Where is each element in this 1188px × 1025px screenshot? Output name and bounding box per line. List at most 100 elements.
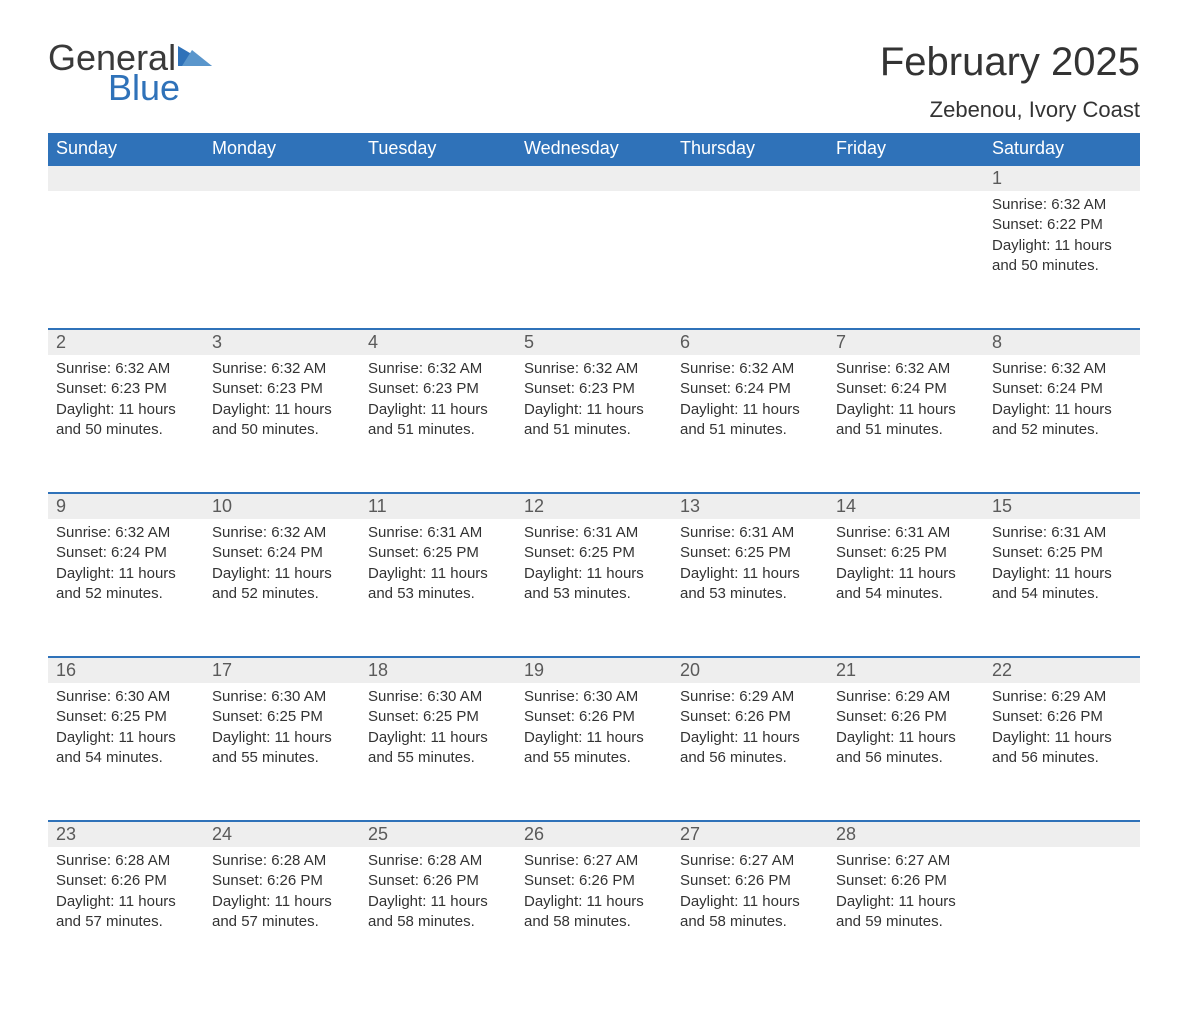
day-detail-cell <box>204 191 360 329</box>
day-number-cell <box>204 165 360 191</box>
page-title: February 2025 <box>880 40 1140 85</box>
day-number <box>48 166 204 191</box>
day-detail: Sunrise: 6:29 AMSunset: 6:26 PMDaylight:… <box>828 683 984 782</box>
day-detail-cell: Sunrise: 6:28 AMSunset: 6:26 PMDaylight:… <box>360 847 516 985</box>
day-number: 16 <box>48 658 204 683</box>
day-detail-cell: Sunrise: 6:29 AMSunset: 6:26 PMDaylight:… <box>672 683 828 821</box>
day-header: Sunday <box>48 133 204 165</box>
day-number-cell: 27 <box>672 821 828 847</box>
day-detail: Sunrise: 6:27 AMSunset: 6:26 PMDaylight:… <box>516 847 672 946</box>
day-number-cell: 20 <box>672 657 828 683</box>
day-detail: Sunrise: 6:30 AMSunset: 6:25 PMDaylight:… <box>48 683 204 782</box>
day-detail: Sunrise: 6:32 AMSunset: 6:24 PMDaylight:… <box>672 355 828 454</box>
day-number-cell <box>984 821 1140 847</box>
day-detail-cell <box>360 191 516 329</box>
day-detail-cell: Sunrise: 6:32 AMSunset: 6:23 PMDaylight:… <box>360 355 516 493</box>
calendar-detail-row: Sunrise: 6:32 AMSunset: 6:24 PMDaylight:… <box>48 519 1140 657</box>
day-detail: Sunrise: 6:31 AMSunset: 6:25 PMDaylight:… <box>828 519 984 618</box>
day-detail-cell: Sunrise: 6:30 AMSunset: 6:25 PMDaylight:… <box>48 683 204 821</box>
day-number: 2 <box>48 330 204 355</box>
day-number-cell: 26 <box>516 821 672 847</box>
day-detail: Sunrise: 6:27 AMSunset: 6:26 PMDaylight:… <box>672 847 828 946</box>
day-number: 11 <box>360 494 516 519</box>
day-detail: Sunrise: 6:27 AMSunset: 6:26 PMDaylight:… <box>828 847 984 946</box>
day-detail-cell: Sunrise: 6:32 AMSunset: 6:23 PMDaylight:… <box>516 355 672 493</box>
day-detail: Sunrise: 6:31 AMSunset: 6:25 PMDaylight:… <box>984 519 1140 618</box>
day-number-cell: 19 <box>516 657 672 683</box>
day-detail-cell: Sunrise: 6:32 AMSunset: 6:23 PMDaylight:… <box>48 355 204 493</box>
day-number: 6 <box>672 330 828 355</box>
day-detail-cell: Sunrise: 6:31 AMSunset: 6:25 PMDaylight:… <box>984 519 1140 657</box>
day-detail: Sunrise: 6:32 AMSunset: 6:23 PMDaylight:… <box>204 355 360 454</box>
day-number-cell: 14 <box>828 493 984 519</box>
day-number <box>204 166 360 191</box>
day-detail-cell: Sunrise: 6:32 AMSunset: 6:22 PMDaylight:… <box>984 191 1140 329</box>
day-number: 5 <box>516 330 672 355</box>
logo-text-blue: Blue <box>108 70 180 106</box>
day-number: 9 <box>48 494 204 519</box>
day-number-cell <box>48 165 204 191</box>
day-detail: Sunrise: 6:31 AMSunset: 6:25 PMDaylight:… <box>516 519 672 618</box>
day-number-cell: 28 <box>828 821 984 847</box>
day-detail: Sunrise: 6:28 AMSunset: 6:26 PMDaylight:… <box>360 847 516 946</box>
day-detail: Sunrise: 6:32 AMSunset: 6:22 PMDaylight:… <box>984 191 1140 290</box>
day-number-cell: 7 <box>828 329 984 355</box>
day-detail: Sunrise: 6:28 AMSunset: 6:26 PMDaylight:… <box>204 847 360 946</box>
day-detail-cell <box>828 191 984 329</box>
day-detail-cell: Sunrise: 6:31 AMSunset: 6:25 PMDaylight:… <box>828 519 984 657</box>
day-detail: Sunrise: 6:30 AMSunset: 6:26 PMDaylight:… <box>516 683 672 782</box>
day-detail-cell <box>48 191 204 329</box>
day-number-cell: 2 <box>48 329 204 355</box>
day-number-cell: 16 <box>48 657 204 683</box>
day-detail-cell: Sunrise: 6:29 AMSunset: 6:26 PMDaylight:… <box>984 683 1140 821</box>
day-number-cell: 13 <box>672 493 828 519</box>
day-number: 19 <box>516 658 672 683</box>
day-number-cell: 5 <box>516 329 672 355</box>
day-number-cell: 3 <box>204 329 360 355</box>
day-detail-cell: Sunrise: 6:30 AMSunset: 6:26 PMDaylight:… <box>516 683 672 821</box>
day-number: 13 <box>672 494 828 519</box>
day-detail-cell: Sunrise: 6:32 AMSunset: 6:24 PMDaylight:… <box>984 355 1140 493</box>
calendar-daynum-row: 1 <box>48 165 1140 191</box>
day-header: Tuesday <box>360 133 516 165</box>
calendar-detail-row: Sunrise: 6:32 AMSunset: 6:22 PMDaylight:… <box>48 191 1140 329</box>
day-number: 12 <box>516 494 672 519</box>
day-number <box>984 822 1140 847</box>
day-number-cell <box>672 165 828 191</box>
calendar-detail-row: Sunrise: 6:30 AMSunset: 6:25 PMDaylight:… <box>48 683 1140 821</box>
day-number-cell: 22 <box>984 657 1140 683</box>
day-number-cell: 12 <box>516 493 672 519</box>
day-number: 28 <box>828 822 984 847</box>
day-number: 27 <box>672 822 828 847</box>
day-detail: Sunrise: 6:30 AMSunset: 6:25 PMDaylight:… <box>360 683 516 782</box>
day-detail-cell: Sunrise: 6:28 AMSunset: 6:26 PMDaylight:… <box>204 847 360 985</box>
calendar-table: SundayMondayTuesdayWednesdayThursdayFrid… <box>48 133 1140 985</box>
day-number: 1 <box>984 166 1140 191</box>
day-detail-cell: Sunrise: 6:32 AMSunset: 6:24 PMDaylight:… <box>672 355 828 493</box>
day-header: Thursday <box>672 133 828 165</box>
day-detail-cell <box>672 191 828 329</box>
day-detail: Sunrise: 6:31 AMSunset: 6:25 PMDaylight:… <box>672 519 828 618</box>
day-detail-cell <box>516 191 672 329</box>
day-detail: Sunrise: 6:30 AMSunset: 6:25 PMDaylight:… <box>204 683 360 782</box>
day-detail: Sunrise: 6:32 AMSunset: 6:24 PMDaylight:… <box>984 355 1140 454</box>
day-number: 20 <box>672 658 828 683</box>
day-number: 7 <box>828 330 984 355</box>
day-number-cell: 1 <box>984 165 1140 191</box>
flag-icon <box>178 46 212 66</box>
day-number <box>828 166 984 191</box>
day-number: 8 <box>984 330 1140 355</box>
day-number-cell: 23 <box>48 821 204 847</box>
day-detail: Sunrise: 6:29 AMSunset: 6:26 PMDaylight:… <box>672 683 828 782</box>
day-number-cell: 15 <box>984 493 1140 519</box>
day-number <box>360 166 516 191</box>
day-detail-cell: Sunrise: 6:30 AMSunset: 6:25 PMDaylight:… <box>360 683 516 821</box>
day-number-cell: 8 <box>984 329 1140 355</box>
day-number-cell <box>828 165 984 191</box>
calendar-daynum-row: 9101112131415 <box>48 493 1140 519</box>
day-detail-cell <box>984 847 1140 985</box>
day-number: 10 <box>204 494 360 519</box>
day-number-cell: 6 <box>672 329 828 355</box>
day-detail: Sunrise: 6:32 AMSunset: 6:23 PMDaylight:… <box>360 355 516 454</box>
day-number-cell <box>360 165 516 191</box>
